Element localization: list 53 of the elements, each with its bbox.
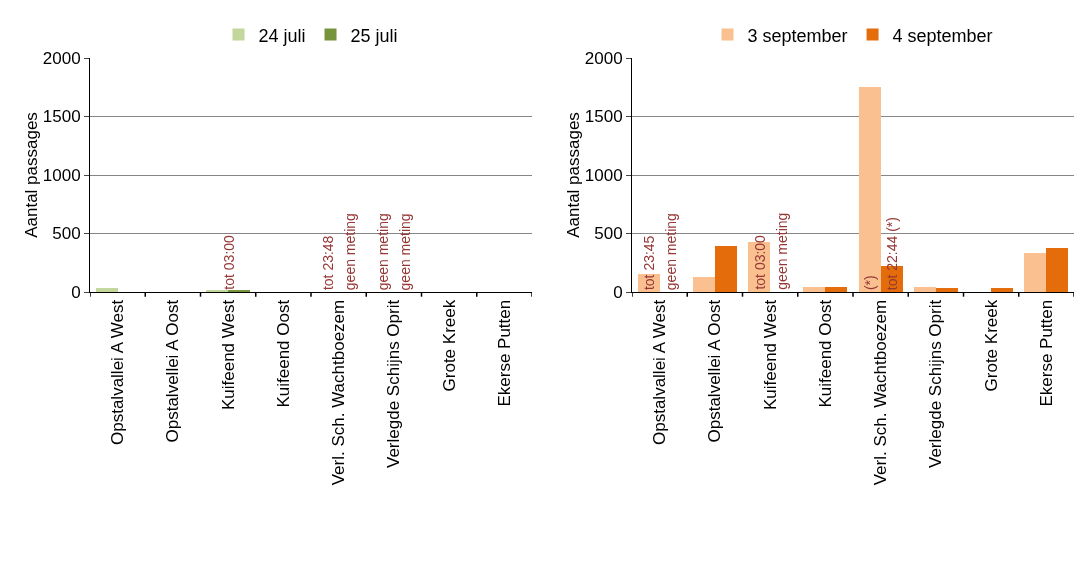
- x-tick-label: Kuifeend West: [760, 299, 780, 411]
- x-tick-label: Opstalvallei A West: [650, 299, 670, 445]
- annotation: tot 03:00: [751, 234, 768, 290]
- bar: [914, 287, 936, 292]
- x-tick-label: Opstalvallei A West: [108, 299, 128, 445]
- x-tick-label: Grote Kreek: [439, 299, 459, 392]
- x-tick-label: Verlegde Schijns Oprit: [926, 299, 946, 468]
- x-tick-label: Grote Kreek: [981, 299, 1001, 392]
- annotation: tot 22:44 (*): [884, 217, 901, 291]
- y-tick-label: 1000: [42, 165, 81, 185]
- bar: [936, 288, 958, 292]
- legend-label: 3 september: [747, 25, 848, 46]
- bar: [693, 277, 715, 292]
- bar: [803, 287, 825, 292]
- y-tick-label: 1000: [584, 165, 623, 185]
- legend-label: 25 juli: [350, 25, 398, 46]
- bar: [859, 87, 881, 292]
- annotation: geen meting: [773, 212, 790, 290]
- x-tick-label: Ekerse Putten: [1036, 299, 1056, 407]
- y-tick-label: 1500: [42, 107, 81, 127]
- y-tick-label: 500: [52, 224, 81, 244]
- x-tick-label: Verlegde Schijns Oprit: [384, 299, 404, 468]
- x-tick-label: Kuifeend Oost: [273, 299, 293, 408]
- legend-label: 4 september: [892, 25, 993, 46]
- x-tick-label: Kuifeend West: [218, 299, 238, 411]
- x-tick-label: Kuifeend Oost: [815, 299, 835, 408]
- x-tick-label: Opstalvellei A Oost: [705, 299, 725, 443]
- x-tick-label: Opstalvellei A Oost: [163, 299, 183, 443]
- annotation: geen meting: [342, 213, 359, 291]
- y-tick-label: 2000: [584, 48, 623, 68]
- y-tick-label: 2000: [42, 48, 81, 68]
- annotation: tot 03:00: [220, 234, 237, 290]
- annotation: geen meting: [397, 213, 414, 291]
- bar: [825, 287, 847, 292]
- x-tick-label: Verl. Sch. Wachtboezem: [329, 299, 349, 486]
- x-tick-label: Verl. Sch. Wachtboezem: [871, 299, 891, 486]
- annotation: tot 23:48: [320, 235, 337, 291]
- annotation: geen meting: [375, 213, 392, 291]
- y-tick-label: 1500: [584, 107, 623, 127]
- annotation: geen meting: [663, 213, 680, 291]
- y-tick-label: 500: [594, 224, 623, 244]
- y-axis-title: Aantal passages: [563, 112, 583, 238]
- y-axis-title: Aantal passages: [21, 112, 41, 238]
- bar: [715, 246, 737, 292]
- annotation: tot 23:45: [641, 235, 658, 291]
- y-tick-label: 0: [613, 282, 623, 302]
- x-tick-label: Ekerse Putten: [494, 299, 514, 407]
- bar: [991, 288, 1013, 292]
- y-tick-label: 0: [71, 282, 81, 302]
- bar: [1046, 248, 1068, 292]
- legend-label: 24 juli: [258, 25, 306, 46]
- bar: [1024, 253, 1046, 292]
- annotation: (*): [862, 275, 879, 291]
